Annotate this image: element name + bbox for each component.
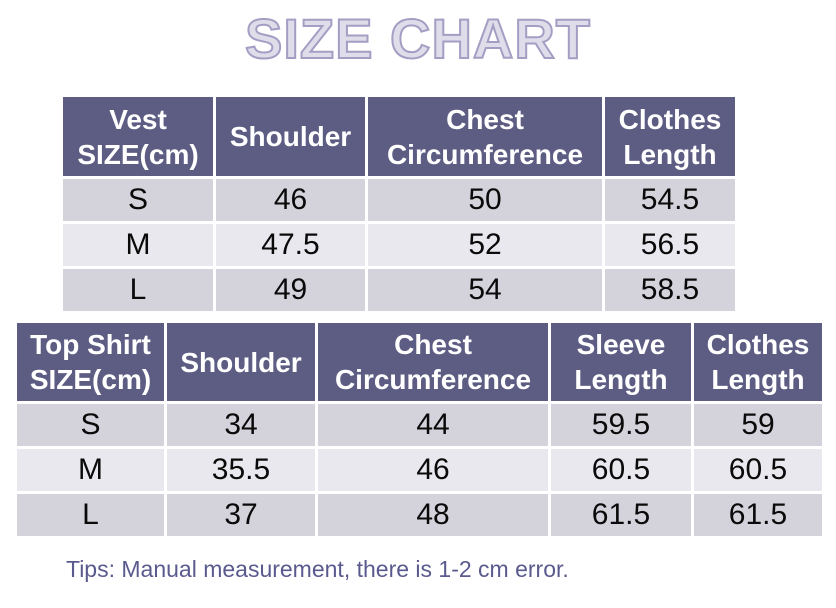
value-cell: 34 (167, 404, 315, 446)
table-row: S 46 50 54.5 (63, 179, 735, 221)
size-cell: L (17, 494, 164, 536)
top-shirt-header-clothes-length: Clothes Length (694, 323, 822, 401)
top-shirt-header-shoulder: Shoulder (167, 323, 315, 401)
value-cell: 60.5 (551, 449, 691, 491)
table-row: M 35.5 46 60.5 60.5 (17, 449, 822, 491)
tips-note: Tips: Manual measurement, there is 1-2 c… (66, 556, 569, 582)
size-cell: L (63, 269, 213, 311)
size-cell: S (63, 179, 213, 221)
value-cell: 52 (368, 224, 602, 266)
vest-table-header-row: Vest SIZE(cm) Shoulder Chest Circumferen… (63, 97, 735, 176)
value-cell: 48 (318, 494, 548, 536)
size-cell: M (63, 224, 213, 266)
value-cell: 59.5 (551, 404, 691, 446)
vest-header-chest-circumference: Chest Circumference (368, 97, 602, 176)
vest-header-clothes-length: Clothes Length (605, 97, 735, 176)
value-cell: 61.5 (551, 494, 691, 536)
value-cell: 60.5 (694, 449, 822, 491)
value-cell: 61.5 (694, 494, 822, 536)
value-cell: 46 (318, 449, 548, 491)
table-row: L 37 48 61.5 61.5 (17, 494, 822, 536)
value-cell: 59 (694, 404, 822, 446)
vest-header-size: Vest SIZE(cm) (63, 97, 213, 176)
vest-header-shoulder: Shoulder (216, 97, 365, 176)
value-cell: 58.5 (605, 269, 735, 311)
value-cell: 54 (368, 269, 602, 311)
vest-size-table: Vest SIZE(cm) Shoulder Chest Circumferen… (60, 94, 738, 314)
page-title: SIZE CHART (244, 6, 591, 71)
value-cell: 44 (318, 404, 548, 446)
size-cell: M (17, 449, 164, 491)
table-row: M 47.5 52 56.5 (63, 224, 735, 266)
table-row: L 49 54 58.5 (63, 269, 735, 311)
value-cell: 47.5 (216, 224, 365, 266)
size-cell: S (17, 404, 164, 446)
value-cell: 56.5 (605, 224, 735, 266)
top-shirt-header-chest-circumference: Chest Circumference (318, 323, 548, 401)
value-cell: 37 (167, 494, 315, 536)
value-cell: 49 (216, 269, 365, 311)
top-shirt-header-sleeve-length: Sleeve Length (551, 323, 691, 401)
value-cell: 50 (368, 179, 602, 221)
top-shirt-size-table: Top Shirt SIZE(cm) Shoulder Chest Circum… (14, 320, 825, 539)
value-cell: 46 (216, 179, 365, 221)
top-shirt-table-header-row: Top Shirt SIZE(cm) Shoulder Chest Circum… (17, 323, 822, 401)
value-cell: 35.5 (167, 449, 315, 491)
top-shirt-header-size: Top Shirt SIZE(cm) (17, 323, 164, 401)
value-cell: 54.5 (605, 179, 735, 221)
table-row: S 34 44 59.5 59 (17, 404, 822, 446)
